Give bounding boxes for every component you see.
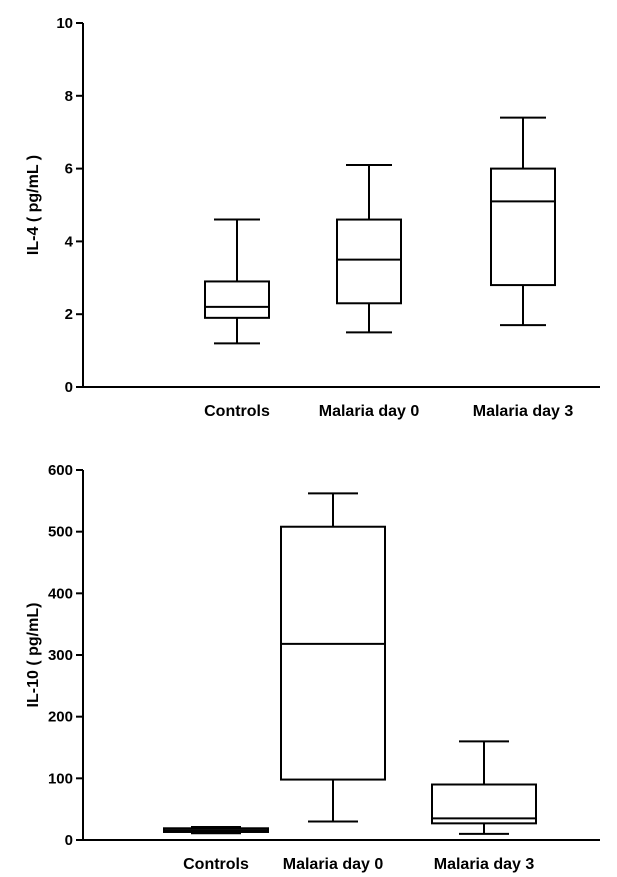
y-tick-label: 400 bbox=[48, 585, 73, 602]
y-axis-label: IL-10 ( pg/mL) bbox=[25, 603, 42, 708]
iqr-box bbox=[431, 783, 537, 825]
iqr-box bbox=[204, 280, 270, 319]
box-plot-2 bbox=[336, 163, 402, 334]
iqr-box bbox=[336, 218, 402, 305]
category-label: Malaria day 0 bbox=[283, 856, 384, 873]
iqr-box bbox=[490, 167, 556, 287]
category-label: Malaria day 0 bbox=[319, 403, 420, 420]
box-plot-1 bbox=[204, 218, 270, 345]
y-tick-label: 300 bbox=[48, 647, 73, 664]
y-tick-label: 8 bbox=[65, 88, 73, 105]
y-tick-label: 0 bbox=[65, 379, 73, 396]
box-plot-1 bbox=[163, 826, 269, 835]
category-label: Controls bbox=[183, 856, 249, 873]
box-plot-3 bbox=[490, 116, 556, 327]
y-tick-label: 200 bbox=[48, 709, 73, 726]
y-tick-label: 600 bbox=[48, 462, 73, 479]
y-tick-label: 10 bbox=[56, 15, 73, 32]
y-tick-label: 0 bbox=[65, 832, 73, 849]
category-label: Malaria day 3 bbox=[434, 856, 535, 873]
il10-chart: 0 100 200 300 400 500 600 IL-10 ( pg/mL) Control… bbox=[25, 462, 600, 873]
category-label: Controls bbox=[204, 403, 270, 420]
y-tick-label: 500 bbox=[48, 524, 73, 541]
y-axis-label: IL-4 ( pg/mL ) bbox=[25, 155, 42, 255]
category-label: Malaria day 3 bbox=[473, 403, 574, 420]
y-tick-label: 6 bbox=[65, 161, 73, 178]
y-tick-label: 2 bbox=[65, 306, 73, 323]
il4-chart: 0 2 4 6 8 10 IL-4 ( pg/mL ) Controls Malaria day… bbox=[25, 15, 600, 420]
iqr-box bbox=[280, 525, 386, 781]
y-tick-label: 4 bbox=[65, 233, 74, 250]
y-tick-label: 100 bbox=[48, 770, 73, 787]
box-plot-3 bbox=[431, 740, 537, 835]
box-plot-2 bbox=[280, 492, 386, 823]
